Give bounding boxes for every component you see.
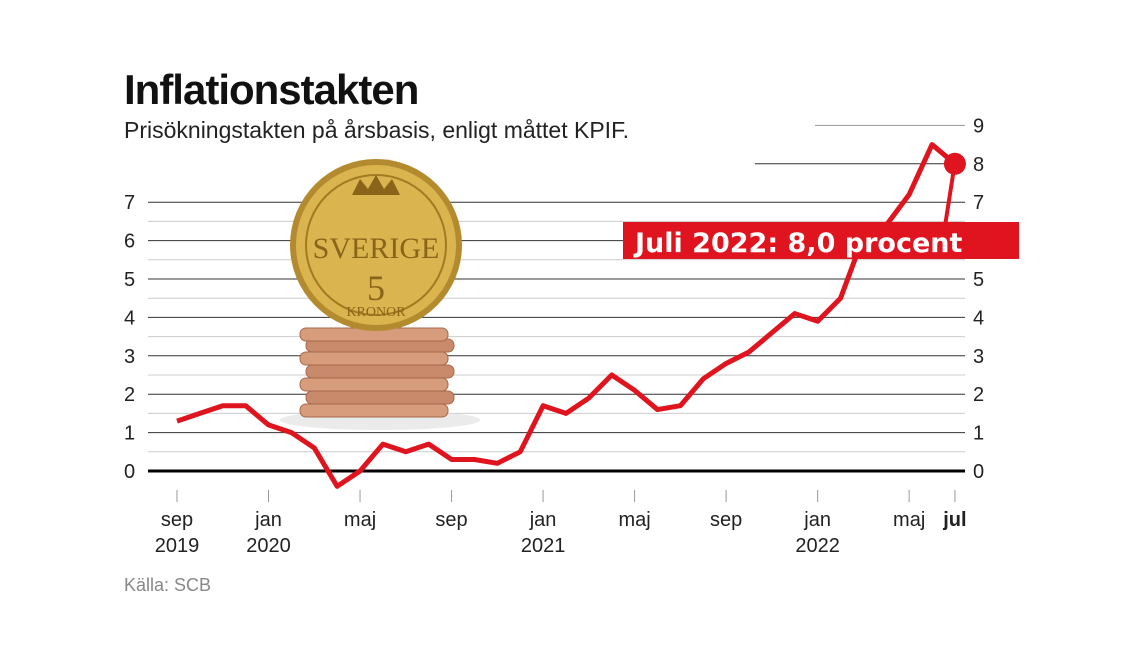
y-tick-label-left: 0 (124, 461, 135, 483)
x-tick-label: sep (435, 509, 467, 531)
source-note: Källa: SCB (124, 575, 212, 595)
copper-coin (299, 377, 449, 392)
y-tick-label-left: 5 (124, 269, 135, 291)
x-tick-label: sep (710, 509, 742, 531)
svg-text:5: 5 (367, 268, 385, 308)
y-tick-label-left: 6 (124, 231, 135, 253)
chart-title: Inflationstakten (124, 66, 419, 113)
y-tick-label-left: 1 (124, 423, 135, 445)
last-data-point (943, 152, 966, 175)
y-tick-label-right: 3 (973, 346, 984, 368)
y-tick-label-right: 2 (973, 384, 984, 406)
x-tick-label: jan (254, 509, 282, 531)
y-tick-label-right: 9 (973, 115, 984, 137)
series-line-kpif (176, 142, 957, 489)
x-tick-label: jan (529, 509, 557, 531)
x-tick-label: maj (893, 509, 925, 531)
y-tick-label-right: 7 (973, 192, 984, 214)
chart-subtitle: Prisökningstakten på årsbasis, enligt må… (124, 117, 629, 143)
y-tick-label-left: 2 (124, 384, 135, 406)
y-tick-label-right: 0 (973, 461, 984, 483)
x-tick-year: 2020 (246, 535, 291, 557)
y-tick-label-right: 4 (973, 307, 984, 329)
copper-coin (299, 351, 449, 366)
x-tick-label: jul (942, 509, 966, 531)
x-tick-year: 2019 (155, 535, 200, 557)
gridlines (148, 124, 965, 473)
y-tick-label-right: 5 (973, 269, 984, 291)
x-tick-label: maj (344, 509, 376, 531)
annotation-box: Juli 2022: 8,0 procent (623, 222, 1019, 259)
coin-stack-image: SVERIGE 5 KRONOR (280, 159, 480, 430)
x-tick-label: maj (618, 509, 650, 531)
x-tick-label: sep (161, 509, 193, 531)
y-tick-label-left: 4 (124, 307, 135, 329)
y-tick-label-right: 1 (973, 423, 984, 445)
y-tick-label-right: 8 (973, 154, 984, 176)
x-tick-year: 2022 (795, 535, 840, 557)
x-tick-label: jan (803, 509, 831, 531)
x-tick-year: 2021 (521, 535, 566, 557)
copper-coin (305, 390, 455, 405)
copper-coin (299, 403, 449, 418)
copper-coin (305, 364, 455, 379)
annotation-text: Juli 2022: 8,0 procent (633, 228, 962, 259)
y-tick-label-left: 7 (124, 192, 135, 214)
y-tick-label-left: 3 (124, 346, 135, 368)
svg-text:SVERIGE: SVERIGE (313, 232, 440, 265)
svg-text:KRONOR: KRONOR (346, 305, 406, 320)
